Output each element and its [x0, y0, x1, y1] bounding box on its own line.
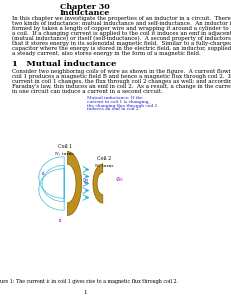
Text: in one circuit can induce a current in a second circuit.: in one circuit can induce a current in a…	[12, 89, 162, 94]
Text: a coil.  If a changing current is applied to the coil it induces an emf in adjac: a coil. If a changing current is applied…	[12, 31, 231, 36]
Text: Inductance: Inductance	[60, 9, 110, 17]
Text: Figure 1: The current i₁ in coil 1 gives rise to a magnetic flux through coil 2.: Figure 1: The current i₁ in coil 1 gives…	[0, 279, 178, 284]
Text: i₁: i₁	[42, 171, 45, 176]
Text: capacitor where the energy is stored in the electric field, an inductor, supplie: capacitor where the energy is stored in …	[12, 46, 231, 51]
Text: Coil 2: Coil 2	[97, 156, 111, 161]
Text: a steady current, also stores energy in the form of a magnetic field.: a steady current, also stores energy in …	[12, 51, 201, 56]
Text: In this chapter we investigate the properties of an inductor in a circuit.  Ther: In this chapter we investigate the prope…	[12, 16, 231, 21]
Text: induces an emf in coil 2.: induces an emf in coil 2.	[87, 107, 140, 111]
Text: 1: 1	[83, 290, 87, 295]
Text: the changing flux through coil 2: the changing flux through coil 2	[87, 103, 158, 108]
Text: two kinds of inductance: mutual inductance and self-inductance.  An inductor is: two kinds of inductance: mutual inductan…	[12, 21, 231, 26]
Text: N₂ turns: N₂ turns	[95, 164, 113, 168]
Text: formed by taken a length of copper wire and wrapping it around a cylinder to for: formed by taken a length of copper wire …	[12, 26, 231, 31]
Text: N₁ turns: N₁ turns	[55, 152, 74, 156]
Text: i₁: i₁	[58, 218, 62, 224]
Text: coil 1 produces a magnetic field B and hence a magnetic flux through coil 2.  If: coil 1 produces a magnetic field B and h…	[12, 74, 231, 79]
Polygon shape	[93, 164, 103, 203]
Text: Chapter 30: Chapter 30	[60, 3, 110, 11]
Text: 1   Mutual inductance: 1 Mutual inductance	[12, 60, 116, 68]
Text: Consider two neighboring coils of wire as shown in the figure.  A current flowin: Consider two neighboring coils of wire a…	[12, 69, 231, 74]
Text: current in coil 1 changes, the flux through coil 2 changes as well; and accordin: current in coil 1 changes, the flux thro…	[12, 79, 231, 84]
Polygon shape	[67, 152, 82, 215]
Text: Coil 1: Coil 1	[58, 143, 72, 148]
Text: Φ₂₁: Φ₂₁	[116, 177, 124, 182]
Text: that it stores energy in its solenoidal magnetic field.  Similar to a fully-char: that it stores energy in its solenoidal …	[12, 41, 231, 46]
Text: B: B	[83, 179, 87, 184]
Text: Mutual inductance: If the: Mutual inductance: If the	[87, 96, 143, 100]
Text: (mutual inductance) or itself (self-inductance).  A second property of inductors: (mutual inductance) or itself (self-indu…	[12, 36, 231, 41]
Text: current in coil 1 is changing,: current in coil 1 is changing,	[87, 100, 150, 104]
Text: Faraday's law, this induces an emf in coil 2.  As a result, a change in the curr: Faraday's law, this induces an emf in co…	[12, 84, 231, 89]
